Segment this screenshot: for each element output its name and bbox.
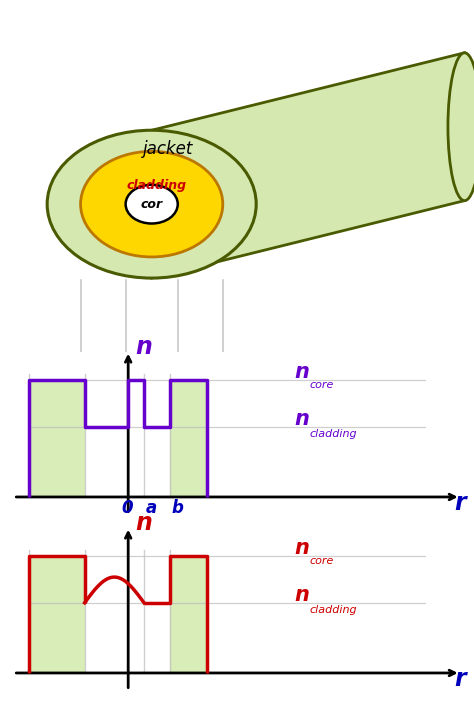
Ellipse shape: [81, 151, 223, 257]
Text: cor: cor: [141, 198, 163, 210]
Text: core: core: [310, 380, 334, 390]
Text: cladding: cladding: [310, 429, 357, 439]
Text: r: r: [455, 667, 466, 691]
Bar: [170, 380, 207, 497]
Polygon shape: [152, 53, 465, 278]
Text: n: n: [135, 334, 152, 359]
Ellipse shape: [126, 184, 178, 224]
Text: core: core: [310, 556, 334, 566]
Text: n: n: [294, 363, 309, 382]
Text: r: r: [455, 491, 466, 515]
Text: n: n: [294, 409, 309, 429]
Ellipse shape: [47, 130, 256, 278]
Text: cladding: cladding: [310, 605, 357, 615]
Text: n: n: [294, 539, 309, 558]
Text: jacket: jacket: [143, 139, 193, 158]
Text: b: b: [171, 499, 183, 517]
Bar: [170, 556, 207, 673]
Text: a: a: [146, 499, 157, 517]
Text: 0: 0: [121, 499, 133, 517]
Bar: [29, 380, 85, 497]
Ellipse shape: [448, 53, 474, 201]
Bar: [29, 556, 85, 673]
Text: n: n: [135, 510, 152, 535]
Text: n: n: [294, 585, 309, 605]
Text: cladding: cladding: [127, 180, 186, 192]
